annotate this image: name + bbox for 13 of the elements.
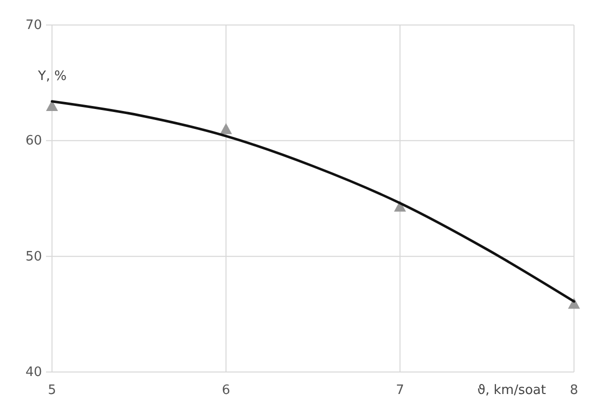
x-axis-title: ϑ, km/soat: [477, 383, 546, 398]
point: [220, 123, 232, 134]
x-tick-label: 8: [570, 383, 578, 398]
x-tick-label: 6: [222, 383, 230, 398]
y-tick-label: 60: [25, 134, 42, 149]
x-tick-label: 7: [396, 383, 404, 398]
y-tick-label: 70: [25, 18, 42, 33]
point: [46, 100, 58, 111]
point: [568, 298, 580, 309]
y-tick-label: 50: [25, 249, 42, 264]
x-tick-label: 5: [48, 383, 56, 398]
y-tick-label: 40: [25, 365, 42, 380]
y-axis-title: Y, %: [37, 69, 67, 84]
